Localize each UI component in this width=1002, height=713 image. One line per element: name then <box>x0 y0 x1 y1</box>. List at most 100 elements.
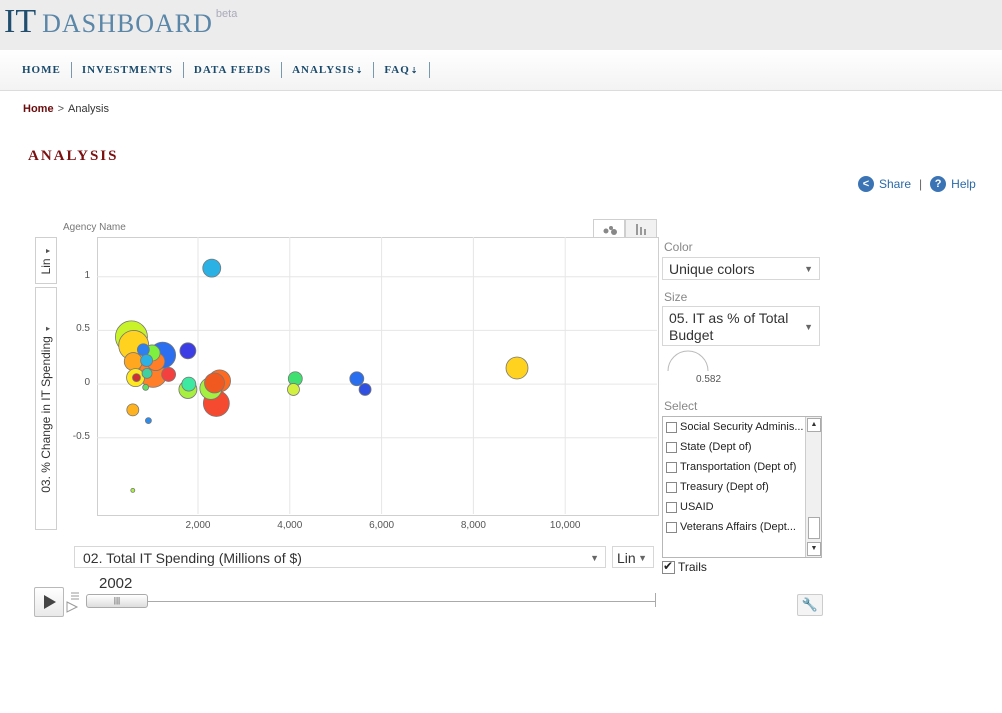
bubble-chart <box>97 237 657 514</box>
chevron-down-icon: ⇣ <box>355 66 364 75</box>
list-item[interactable]: State (Dept of) <box>666 438 752 456</box>
bubble-view-button[interactable] <box>593 219 625 239</box>
agency-bubble[interactable] <box>140 354 153 367</box>
checkbox[interactable] <box>666 461 677 473</box>
x-axis-metric-select[interactable]: 02. Total IT Spending (Millions of $) ▼ <box>74 546 606 568</box>
agency-select-list: Social Security Adminis... State (Dept o… <box>662 416 822 558</box>
color-select-value: Unique colors <box>669 261 755 277</box>
nav-data-feeds[interactable]: DATA FEEDS <box>184 62 283 78</box>
nav-analysis[interactable]: ANALYSIS⇣ <box>282 62 375 78</box>
scroll-down-icon[interactable]: ▼ <box>807 542 821 556</box>
agency-bubble[interactable] <box>130 487 136 493</box>
dropdown-arrow-icon: ▼ <box>45 324 52 332</box>
y-axis-metric-select[interactable]: 03. % Change in IT Spending ▼ <box>35 287 57 530</box>
trails-checkbox[interactable] <box>662 559 675 574</box>
it-dashboard-logo[interactable]: IT DASHBOARD beta <box>4 4 237 40</box>
nav-investments[interactable]: INVESTMENTS <box>72 62 184 78</box>
timeline-slider-handle[interactable]: ||| <box>86 594 148 608</box>
agency-bubble[interactable] <box>136 343 150 357</box>
list-item-label: USAID <box>680 501 714 513</box>
chart-view-toggle <box>593 219 657 239</box>
dropdown-arrow-icon: ▼ <box>804 322 813 332</box>
trails-label: Trails <box>678 560 707 574</box>
checkbox[interactable] <box>666 481 677 493</box>
help-link[interactable]: Help <box>951 177 976 191</box>
color-select[interactable]: Unique colors ▼ <box>662 257 820 280</box>
list-item[interactable]: USAID <box>666 498 714 516</box>
share-icon[interactable]: < <box>858 176 874 192</box>
agency-bubble[interactable] <box>132 373 141 383</box>
y-axis-metric-value: 03. % Change in IT Spending <box>39 335 53 493</box>
agency-bubble[interactable] <box>123 352 143 371</box>
nav-faq-label: FAQ <box>384 64 410 76</box>
list-item[interactable]: Transportation (Dept of) <box>666 458 796 476</box>
list-item[interactable]: Social Security Adminis... <box>666 418 804 436</box>
agency-bubble[interactable] <box>358 383 372 396</box>
play-button[interactable] <box>34 587 64 617</box>
agency-bubble[interactable] <box>126 403 140 417</box>
list-item[interactable]: Veterans Affairs (Dept... <box>666 518 796 536</box>
list-item-label: Treasury (Dept of) <box>680 481 769 493</box>
list-scrollbar[interactable]: ▲ ▼ <box>805 417 821 557</box>
nav-home-label: HOME <box>22 64 61 76</box>
main-nav: HOME INVESTMENTS DATA FEEDS ANALYSIS⇣ FA… <box>0 50 1002 91</box>
agency-bubble[interactable] <box>145 417 152 424</box>
share-help-bar: < Share | ? Help <box>858 176 976 192</box>
list-item[interactable]: Treasury (Dept of) <box>666 478 769 496</box>
checkbox[interactable] <box>666 421 677 433</box>
logo-it: IT <box>4 3 37 40</box>
scroll-up-icon[interactable]: ▲ <box>807 418 821 432</box>
list-item-label: Transportation (Dept of) <box>680 461 797 473</box>
help-icon[interactable]: ? <box>930 176 947 192</box>
size-select[interactable]: 05. IT as % of Total Budget ▼ <box>662 306 820 346</box>
x-tick-label: 10,000 <box>549 520 581 531</box>
logo-dashboard: DASHBOARD <box>42 9 213 38</box>
page-title: ANALYSIS <box>28 148 119 164</box>
y-scale-select[interactable]: Lin ▼ <box>35 237 57 284</box>
size-gauge-value: 0.582 <box>696 374 722 385</box>
agency-bubble[interactable] <box>179 342 197 360</box>
checkbox[interactable] <box>666 441 677 453</box>
breadcrumb: Home > Analysis <box>23 103 109 115</box>
agency-bubble[interactable] <box>202 258 222 278</box>
agency-bubble[interactable] <box>287 383 300 396</box>
nav-home[interactable]: HOME <box>12 62 72 78</box>
agency-bubble[interactable] <box>141 367 153 379</box>
agency-bubble[interactable] <box>505 356 529 380</box>
agency-bubble[interactable] <box>161 367 177 382</box>
x-tick-label: 2,000 <box>185 520 211 531</box>
y-tick-label: 1 <box>84 269 90 281</box>
checkbox[interactable] <box>666 501 677 513</box>
share-link[interactable]: Share <box>879 177 912 191</box>
size-select-value: 05. IT as % of Total Budget <box>669 310 789 343</box>
agency-bubble[interactable] <box>181 376 197 392</box>
wrench-icon[interactable]: 🔧 <box>797 594 823 616</box>
timeline-track[interactable] <box>86 601 656 602</box>
action-separator: | <box>919 177 923 191</box>
x-tick-label: 4,000 <box>277 520 303 531</box>
checkbox[interactable] <box>666 521 677 533</box>
color-label: Color <box>664 240 693 254</box>
agency-bubble[interactable] <box>349 371 365 387</box>
x-axis-metric-value: 02. Total IT Spending (Millions of $) <box>83 550 302 566</box>
y-tick-label: 0 <box>84 377 90 389</box>
x-tick-label: 8,000 <box>460 520 486 531</box>
x-scale-select[interactable]: Lin ▼ <box>612 546 654 568</box>
year-label: 2002 <box>99 575 133 592</box>
agency-bubble[interactable] <box>204 372 225 394</box>
agency-bubble[interactable] <box>142 383 150 391</box>
list-item-label: Social Security Adminis... <box>680 421 804 433</box>
select-label: Select <box>664 399 698 413</box>
scroll-thumb[interactable] <box>808 517 820 539</box>
y-tick-label: 0.5 <box>76 323 90 335</box>
speed-control-icon[interactable] <box>66 592 80 614</box>
dropdown-arrow-icon: ▼ <box>590 553 599 563</box>
nav-faq[interactable]: FAQ⇣ <box>374 62 430 78</box>
bar-view-button[interactable] <box>625 219 657 239</box>
size-label: Size <box>664 290 688 304</box>
trails-option[interactable]: Trails <box>662 559 707 574</box>
y-tick-label: -0.5 <box>72 430 90 442</box>
size-gauge <box>667 350 709 372</box>
breadcrumb-home-link[interactable]: Home <box>23 103 54 115</box>
timeline-end <box>655 593 656 607</box>
